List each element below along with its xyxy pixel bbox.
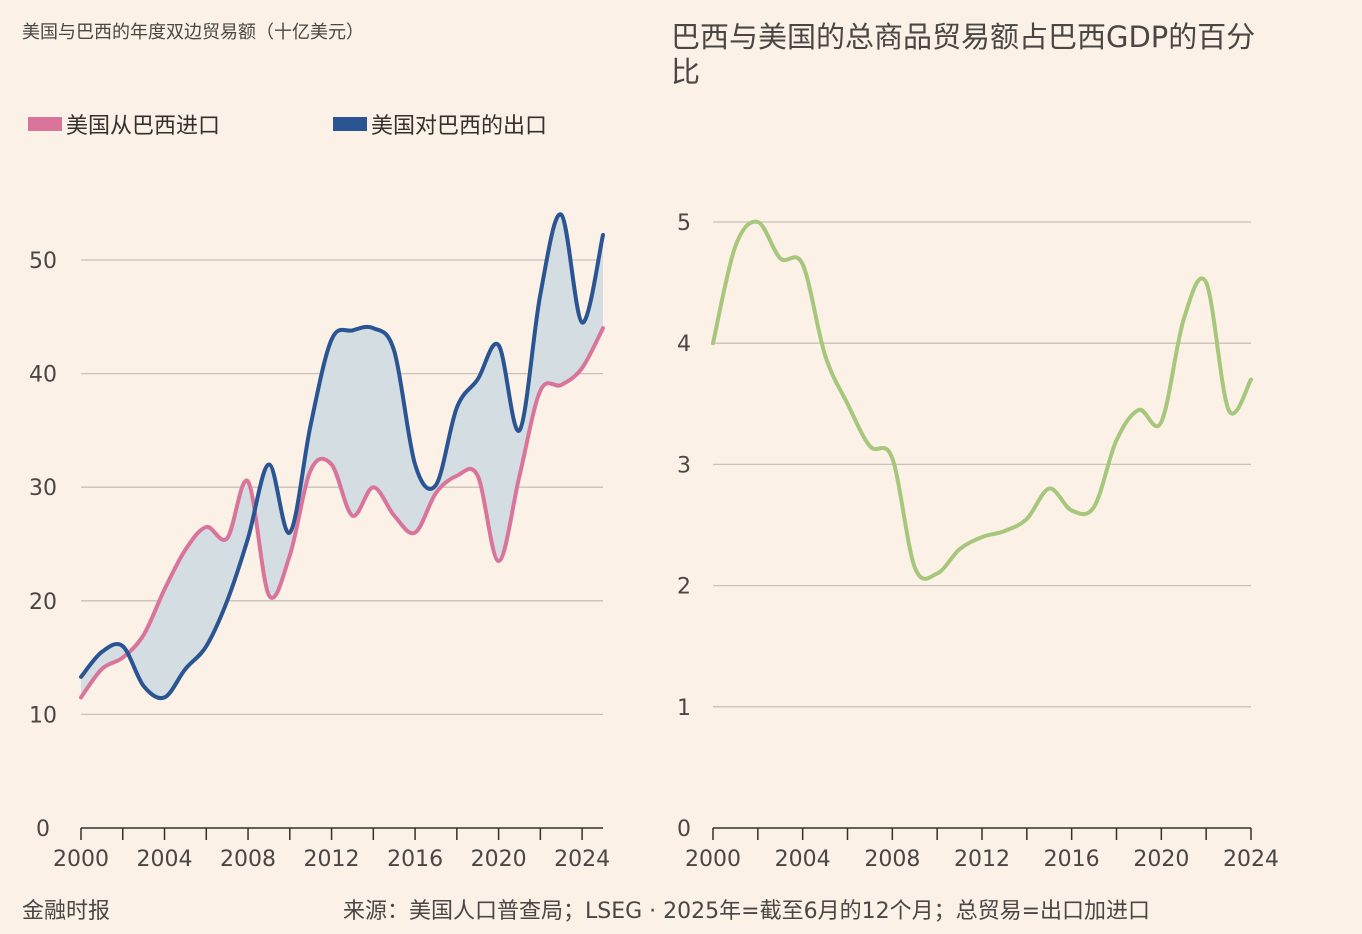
left-x-tick-label: 2024 xyxy=(554,847,610,872)
left-y-tick-label: 30 xyxy=(29,476,57,501)
right-y-tick-label: 1 xyxy=(677,696,691,721)
left-x-tick-label: 2004 xyxy=(137,847,193,872)
imports-line xyxy=(79,326,605,700)
left-chart-title: 美国与巴西的年度双边贸易额（十亿美元） xyxy=(22,22,364,43)
left-y-tick-label: 50 xyxy=(29,249,57,274)
left-y-tick-label: 0 xyxy=(36,817,50,842)
left-trade-chart: 0 10 20 30 40 50 2000 2004 2008 2012 2016 2020 2024 xyxy=(29,212,610,872)
legend-item-imports: 美国从巴西进口 xyxy=(28,108,220,140)
right-y-tick-label: 4 xyxy=(677,332,691,357)
right-chart-title: 巴西与美国的总商品贸易额占巴西GDP的百分比 xyxy=(671,20,1256,89)
right-y-tick-label: 0 xyxy=(677,817,691,842)
publisher-name: 金融时报 xyxy=(22,899,111,924)
legend-swatch-imports xyxy=(28,117,62,131)
right-x-tick-label: 2012 xyxy=(954,847,1010,872)
gdp-share-line xyxy=(711,219,1253,581)
left-y-tick-label: 10 xyxy=(29,703,57,728)
right-x-tick-label: 2020 xyxy=(1133,847,1189,872)
left-x-tick-label: 2000 xyxy=(53,847,109,872)
right-gdp-share-chart: 0 1 2 3 4 5 2000 2004 2008 2012 2016 2020 2024 xyxy=(677,211,1279,872)
left-x-tick-label: 2020 xyxy=(471,847,527,872)
right-y-tick-label: 5 xyxy=(677,211,691,236)
left-y-tick-label: 20 xyxy=(29,590,57,615)
fill-between-area xyxy=(81,214,603,699)
right-y-tick-label: 3 xyxy=(677,453,691,478)
right-x-tick-label: 2000 xyxy=(685,847,741,872)
left-x-tick-label: 2008 xyxy=(220,847,276,872)
left-y-tick-label: 40 xyxy=(29,363,57,388)
right-x-tick-label: 2004 xyxy=(775,847,831,872)
legend-item-exports: 美国对巴西的出口 xyxy=(333,108,547,140)
right-x-tick-label: 2008 xyxy=(864,847,920,872)
legend-swatch-exports xyxy=(333,117,367,131)
left-x-tick-label: 2016 xyxy=(387,847,443,872)
right-x-tick-label: 2024 xyxy=(1223,847,1279,872)
legend-label-exports: 美国对巴西的出口 xyxy=(371,114,548,139)
exports-line xyxy=(79,212,605,701)
source-note: 来源：美国人口普查局；LSEG · 2025年=截至6月的12个月；总贸易=出口… xyxy=(343,899,1150,924)
right-x-tick-label: 2016 xyxy=(1044,847,1100,872)
legend-label-imports: 美国从巴西进口 xyxy=(66,114,221,139)
left-x-tick-label: 2012 xyxy=(304,847,360,872)
right-y-tick-label: 2 xyxy=(677,575,691,600)
